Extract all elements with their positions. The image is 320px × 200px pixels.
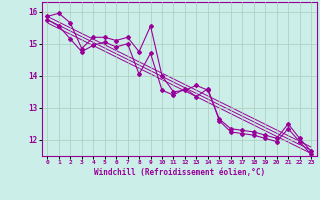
X-axis label: Windchill (Refroidissement éolien,°C): Windchill (Refroidissement éolien,°C): [94, 168, 265, 177]
